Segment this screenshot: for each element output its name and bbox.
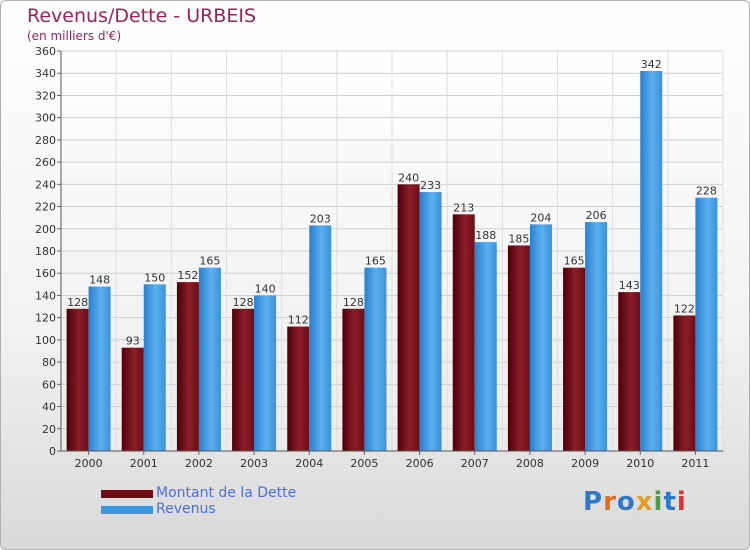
x-tick-label: 2002: [185, 457, 213, 470]
data-label-dette: 128: [343, 296, 364, 309]
bar-revenus: [364, 267, 387, 451]
bar-revenus: [309, 225, 332, 451]
y-tick-label: 180: [35, 245, 56, 258]
data-label-revenus: 233: [420, 179, 441, 192]
legend-label-revenus: Revenus: [156, 501, 216, 517]
chart-title: Revenus/Dette - URBEIS: [27, 5, 257, 27]
y-tick-label: 360: [35, 45, 56, 58]
data-label-dette: 112: [288, 314, 309, 327]
x-tick-label: 2004: [295, 457, 323, 470]
y-tick-label: 240: [35, 178, 56, 191]
data-label-revenus: 140: [255, 282, 276, 295]
y-tick-label: 340: [35, 67, 56, 80]
chart-subtitle: (en milliers d'€): [27, 29, 122, 43]
data-label-dette: 213: [453, 201, 474, 214]
data-label-revenus: 203: [310, 212, 331, 225]
data-label-dette: 165: [564, 255, 585, 268]
data-label-dette: 128: [233, 296, 254, 309]
data-label-revenus: 342: [641, 58, 662, 71]
y-tick-label: 160: [35, 267, 56, 280]
bar-revenus: [640, 71, 663, 451]
bar-dette: [673, 315, 696, 451]
x-tick-label: 2005: [350, 457, 378, 470]
proxiti-logo: Proxiti: [583, 487, 687, 517]
data-label-revenus: 228: [696, 185, 717, 198]
bar-dette: [232, 308, 255, 451]
bar-revenus: [88, 286, 111, 451]
bar-revenus: [474, 242, 497, 451]
x-tick-label: 2003: [240, 457, 268, 470]
y-tick-label: 280: [35, 134, 56, 147]
y-tick-label: 80: [42, 356, 56, 369]
bar-revenus: [254, 295, 277, 451]
data-label-revenus: 206: [586, 209, 607, 222]
y-tick-label: 0: [49, 445, 56, 458]
y-tick-label: 20: [42, 423, 56, 436]
data-label-dette: 143: [619, 279, 640, 292]
bar-revenus: [585, 222, 608, 451]
data-label-dette: 240: [398, 171, 419, 184]
bar-dette: [618, 292, 641, 451]
data-label-revenus: 148: [89, 274, 110, 287]
data-label-dette: 122: [674, 302, 695, 315]
y-tick-label: 260: [35, 156, 56, 169]
x-tick-label: 2000: [75, 457, 103, 470]
y-tick-label: 200: [35, 223, 56, 236]
data-label-revenus: 165: [199, 255, 220, 268]
legend-swatch-dette: [101, 490, 153, 498]
bar-dette: [342, 308, 365, 451]
data-label-revenus: 165: [365, 255, 386, 268]
x-tick-label: 2001: [130, 457, 158, 470]
data-label-revenus: 150: [144, 271, 165, 284]
bar-dette: [121, 347, 144, 451]
data-label-revenus: 204: [530, 211, 551, 224]
bar-dette: [507, 245, 530, 451]
bar-revenus: [695, 197, 718, 451]
bar-revenus: [419, 192, 442, 451]
y-tick-label: 140: [35, 289, 56, 302]
legend-label-dette: Montant de la Dette: [156, 485, 297, 501]
y-tick-label: 120: [35, 312, 56, 325]
bar-dette: [452, 214, 475, 451]
data-label-dette: 152: [177, 269, 198, 282]
bar-dette: [66, 308, 89, 451]
bar-revenus: [529, 224, 552, 451]
x-tick-label: 2010: [626, 457, 654, 470]
data-label-dette: 128: [67, 296, 88, 309]
bar-revenus: [143, 284, 166, 451]
y-tick-label: 100: [35, 334, 56, 347]
x-tick-label: 2006: [406, 457, 434, 470]
data-label-revenus: 188: [475, 229, 496, 242]
y-tick-label: 60: [42, 378, 56, 391]
bar-revenus: [198, 267, 221, 451]
x-tick-label: 2009: [571, 457, 599, 470]
data-label-dette: 185: [508, 232, 529, 245]
bar-dette: [287, 326, 310, 451]
x-tick-label: 2008: [516, 457, 544, 470]
bar-dette: [397, 184, 420, 452]
bar-dette: [176, 282, 199, 451]
y-tick-label: 40: [42, 401, 56, 414]
bar-dette: [563, 267, 586, 451]
x-tick-label: 2011: [681, 457, 709, 470]
data-label-dette: 93: [126, 335, 140, 348]
y-tick-label: 220: [35, 201, 56, 214]
y-tick-label: 320: [35, 89, 56, 102]
x-tick-label: 2007: [461, 457, 489, 470]
y-tick-label: 300: [35, 112, 56, 125]
legend-swatch-revenus: [101, 506, 153, 514]
